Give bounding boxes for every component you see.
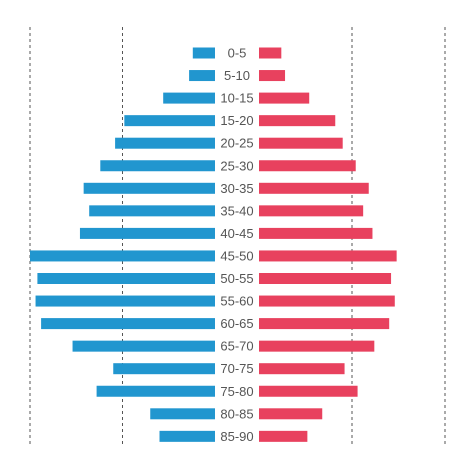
- right-bar: [259, 137, 343, 149]
- left-bar: [159, 430, 215, 442]
- right-bar: [259, 227, 373, 239]
- right-bar: [259, 70, 286, 82]
- age-group-row: 35-40: [89, 203, 364, 218]
- age-group-row: 15-20: [124, 113, 336, 128]
- age-label: 15-20: [220, 113, 253, 128]
- age-label: 0-5: [228, 46, 247, 61]
- left-bar: [189, 70, 215, 82]
- left-bar: [163, 92, 215, 104]
- left-bar: [115, 137, 215, 149]
- right-bar: [259, 318, 390, 330]
- age-group-row: 10-15: [163, 91, 310, 106]
- left-bar: [89, 205, 215, 217]
- right-bar: [259, 385, 358, 397]
- age-label: 70-75: [220, 361, 253, 376]
- right-bar: [259, 430, 308, 442]
- left-bar: [41, 318, 215, 330]
- age-group-row: 75-80: [96, 384, 358, 399]
- right-bar: [259, 115, 336, 127]
- left-bar: [35, 295, 215, 307]
- right-bar: [259, 160, 356, 172]
- age-group-row: 5-10: [189, 68, 286, 83]
- left-bar: [124, 115, 215, 127]
- gridlines: [29, 27, 446, 446]
- age-label: 65-70: [220, 339, 253, 354]
- left-bar: [79, 227, 215, 239]
- age-group-row: 70-75: [113, 361, 345, 376]
- age-label: 75-80: [220, 384, 253, 399]
- right-bar: [259, 182, 369, 194]
- left-bar: [192, 47, 215, 59]
- right-bar: [259, 295, 395, 307]
- right-bar: [259, 47, 282, 59]
- age-group-row: 65-70: [72, 339, 375, 354]
- age-label: 55-60: [220, 294, 253, 309]
- age-group-row: 80-85: [150, 406, 323, 421]
- age-label: 35-40: [220, 203, 253, 218]
- age-group-row: 20-25: [115, 136, 343, 151]
- age-label: 50-55: [220, 271, 253, 286]
- age-group-row: 30-35: [83, 181, 369, 196]
- age-group-row: 55-60: [35, 294, 395, 309]
- right-bar: [259, 273, 392, 284]
- right-bar: [259, 205, 364, 217]
- age-group-row: 45-50: [30, 248, 397, 263]
- age-group-row: 40-45: [79, 226, 373, 241]
- left-bar: [100, 160, 215, 172]
- age-label: 85-90: [220, 429, 253, 444]
- age-label: 45-50: [220, 248, 253, 263]
- left-bar: [96, 385, 215, 397]
- right-bar: [259, 363, 345, 375]
- right-bar: [259, 408, 323, 420]
- left-bar: [72, 340, 215, 352]
- left-bar: [150, 408, 215, 420]
- age-label: 30-35: [220, 181, 253, 196]
- left-bar: [113, 363, 215, 375]
- age-group-row: 85-90: [159, 429, 308, 444]
- age-label: 80-85: [220, 406, 253, 421]
- age-label: 25-30: [220, 158, 253, 173]
- age-group-row: 0-5: [192, 46, 282, 61]
- left-bar: [83, 182, 216, 194]
- age-group-row: 25-30: [100, 158, 356, 173]
- right-bar: [259, 250, 397, 262]
- age-label: 40-45: [220, 226, 253, 241]
- age-label: 10-15: [220, 91, 253, 106]
- age-group-row: 50-55: [37, 271, 392, 286]
- left-bar: [37, 273, 216, 284]
- age-label: 20-25: [220, 136, 253, 151]
- right-bar: [259, 92, 310, 104]
- left-bar: [30, 250, 215, 262]
- age-group-row: 60-65: [41, 316, 390, 331]
- right-bar: [259, 340, 375, 352]
- age-label: 60-65: [220, 316, 253, 331]
- age-label: 5-10: [224, 68, 250, 83]
